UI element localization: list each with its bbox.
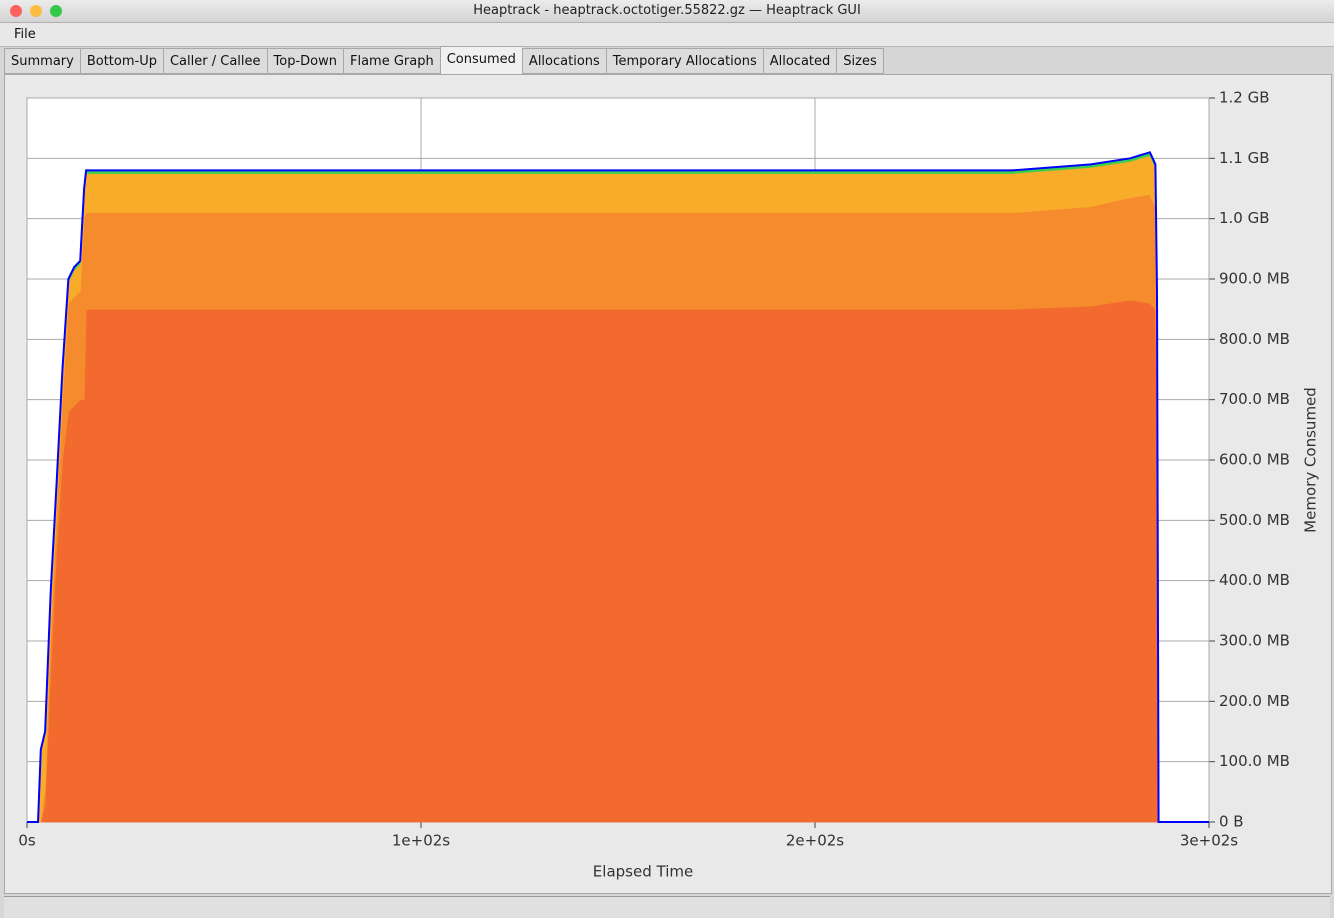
area-series: [27, 299, 1209, 823]
y-axis-label: Memory Consumed: [1302, 387, 1320, 533]
window-title: Heaptrack - heaptrack.octotiger.55822.gz…: [473, 3, 861, 18]
tab[interactable]: Top-Down: [266, 48, 343, 74]
x-tick-label: 0s: [18, 832, 36, 850]
tab[interactable]: Flame Graph: [342, 48, 440, 74]
tab[interactable]: Consumed: [439, 46, 522, 76]
tab[interactable]: Summary: [4, 48, 80, 74]
tab[interactable]: Temporary Allocations: [605, 48, 763, 74]
tab[interactable]: Allocations: [521, 48, 606, 74]
y-tick-label: 600.0 MB: [1219, 451, 1290, 469]
y-tick-label: 300.0 MB: [1219, 632, 1290, 650]
x-axis-label: Elapsed Time: [593, 863, 693, 881]
x-tick-label: 2e+02s: [786, 832, 844, 850]
tab[interactable]: Bottom-Up: [79, 48, 163, 74]
status-bar: [4, 896, 1330, 918]
x-tick-label: 1e+02s: [392, 832, 450, 850]
y-tick-label: 100.0 MB: [1219, 752, 1290, 770]
tab-bar: Summary Bottom-Up Caller / Callee Top-Down F…: [4, 46, 884, 76]
menu-bar: File: [0, 23, 1334, 47]
menu-item[interactable]: File: [14, 27, 36, 42]
y-tick-label: 1.0 GB: [1219, 209, 1270, 227]
tab[interactable]: Allocated: [762, 48, 837, 74]
y-tick-label: 0 B: [1219, 813, 1244, 831]
tab[interactable]: Sizes: [836, 48, 884, 74]
close-button[interactable]: [10, 5, 22, 17]
y-tick-label: 500.0 MB: [1219, 511, 1290, 529]
y-tick-label: 200.0 MB: [1219, 692, 1290, 710]
y-tick-label: 1.2 GB: [1219, 89, 1270, 107]
y-tick-label: 1.1 GB: [1219, 149, 1270, 167]
zoom-button[interactable]: [50, 5, 62, 17]
total-outline: [27, 151, 1209, 823]
y-tick-label: 800.0 MB: [1219, 330, 1290, 348]
title-bar: Heaptrack - heaptrack.octotiger.55822.gz…: [0, 0, 1334, 23]
y-tick-label: 400.0 MB: [1219, 571, 1290, 589]
tab[interactable]: Caller / Callee: [162, 48, 267, 74]
minimize-button[interactable]: [30, 5, 42, 17]
y-tick-label: 900.0 MB: [1219, 270, 1290, 288]
y-tick-label: 700.0 MB: [1219, 390, 1290, 408]
x-tick-label: 3e+02s: [1180, 832, 1238, 850]
